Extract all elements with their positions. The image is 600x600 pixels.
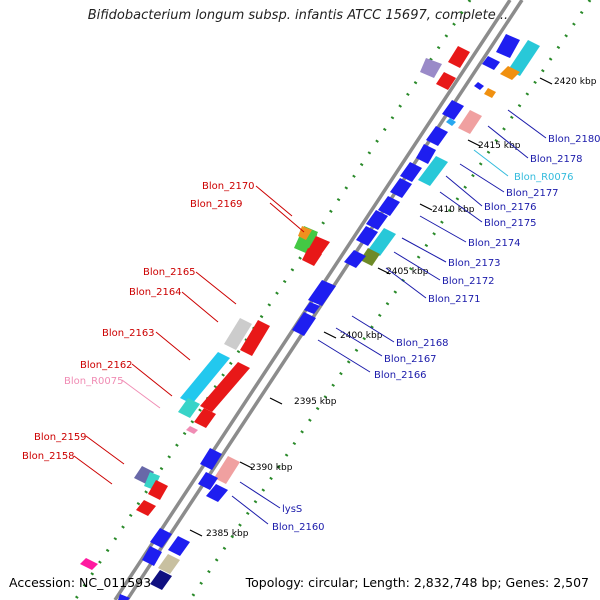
gene-block <box>496 34 520 58</box>
gene-label[interactable]: Blon_2164 <box>129 287 182 298</box>
gene-label[interactable]: Blon_2177 <box>506 188 559 199</box>
tick-labels: 2420 kbp 2415 kbp 2410 kbp 2405 kbp 2400 kbp… <box>206 77 597 539</box>
gene-label[interactable]: Blon_2180 <box>548 134 600 145</box>
tick-label: 2400 kbp <box>340 331 383 341</box>
gene-label[interactable]: Blon_2163 <box>102 328 155 339</box>
tick-label: 2390 kbp <box>250 463 293 473</box>
gene-block <box>186 426 198 434</box>
gene-block <box>158 554 180 574</box>
gene-label[interactable]: Blon_2169 <box>190 199 243 210</box>
gene-block <box>368 228 396 256</box>
gene-block <box>390 178 412 198</box>
map-title: Bifidobacterium longum subsp. infantis A… <box>87 8 513 23</box>
gene-label[interactable]: Blon_2174 <box>468 238 521 249</box>
gene-block <box>150 570 172 590</box>
gene-block <box>484 88 496 98</box>
gene-block <box>308 280 336 306</box>
tick-label: 2395 kbp <box>294 397 337 407</box>
gene-label[interactable]: Blon_2162 <box>80 360 133 371</box>
gene-block <box>214 456 240 484</box>
gene-label[interactable]: Blon_2158 <box>22 451 75 462</box>
gene-block <box>80 558 98 570</box>
gene-label[interactable]: Blon_2176 <box>484 202 537 213</box>
tick-label: 2385 kbp <box>206 529 249 539</box>
gene-labels-left: Blon_2170 Blon_2169 Blon_2165 Blon_2164 Blon… <box>22 181 255 462</box>
gene-label[interactable]: Blon_2172 <box>442 276 495 287</box>
topology-label: Topology: circular; Length: 2,832,748 bp… <box>245 575 589 590</box>
gene-block <box>302 248 322 266</box>
gene-block <box>442 100 464 120</box>
gene-block <box>508 40 540 76</box>
accession-label: Accession: NC_011593 <box>9 575 152 590</box>
gene-block <box>136 500 156 516</box>
gene-block <box>356 226 378 246</box>
gene-label[interactable]: Blon_2168 <box>396 338 449 349</box>
gene-label[interactable]: Blon_2159 <box>34 432 87 443</box>
gene-label[interactable]: Blon_R0075 <box>64 376 124 387</box>
gene-label[interactable]: Blon_2171 <box>428 294 481 305</box>
gene-block <box>426 126 448 146</box>
gene-block <box>416 144 436 164</box>
tick-label: 2405 kbp <box>386 267 429 277</box>
gene-block <box>178 398 200 418</box>
reverse-strand-genes <box>80 46 470 570</box>
gene-block <box>458 110 482 134</box>
gene-block <box>366 210 388 230</box>
gene-label[interactable]: lysS <box>282 504 302 515</box>
gene-block <box>446 118 456 126</box>
tick-marks <box>189 77 553 537</box>
tick-label: 2410 kbp <box>432 205 475 215</box>
gene-block <box>206 484 228 502</box>
forward-strand-genes <box>118 34 540 600</box>
gene-block <box>304 302 320 314</box>
gene-label[interactable]: Blon_2170 <box>202 181 255 192</box>
gene-block <box>194 408 216 428</box>
gene-block <box>482 56 500 70</box>
gene-block <box>360 248 380 266</box>
gene-labels-right: Blon_2180 Blon_2178 Blon_R0076 Blon_2177 Blo… <box>272 134 600 533</box>
gene-block <box>148 480 168 500</box>
gene-label[interactable]: Blon_2167 <box>384 354 437 365</box>
gene-label[interactable]: Blon_2178 <box>530 154 583 165</box>
gene-block <box>436 72 456 90</box>
gene-block <box>344 250 366 268</box>
gene-block <box>420 58 442 78</box>
dotted-guide-left <box>73 0 472 600</box>
gene-block <box>448 46 470 68</box>
gene-block <box>224 318 252 350</box>
tick-label: 2420 kbp <box>554 77 597 87</box>
gene-block <box>240 320 270 356</box>
gene-block <box>500 66 520 80</box>
gene-block <box>198 472 218 490</box>
gene-block <box>200 448 222 470</box>
gene-label[interactable]: Blon_2165 <box>143 267 196 278</box>
gene-label[interactable]: Blon_2166 <box>374 370 427 381</box>
gene-block <box>292 312 316 336</box>
gene-block <box>418 156 448 186</box>
gene-block <box>142 546 162 566</box>
gene-block <box>400 162 422 182</box>
gene-label[interactable]: Blon_2160 <box>272 522 325 533</box>
gene-block <box>144 472 160 490</box>
leader-lines-left <box>73 185 305 485</box>
gene-block <box>474 82 484 90</box>
gene-block <box>118 594 130 600</box>
gene-block <box>180 352 230 404</box>
gene-block <box>378 196 400 216</box>
gene-label[interactable]: Blon_2173 <box>448 258 501 269</box>
gene-label[interactable]: Blon_2175 <box>484 218 537 229</box>
gene-block <box>150 528 172 548</box>
tick-label: 2415 kbp <box>478 141 521 151</box>
gene-label[interactable]: Blon_R0076 <box>514 172 574 183</box>
gene-block <box>200 362 250 412</box>
gene-block <box>168 536 190 556</box>
leader-lines-right <box>231 109 547 525</box>
